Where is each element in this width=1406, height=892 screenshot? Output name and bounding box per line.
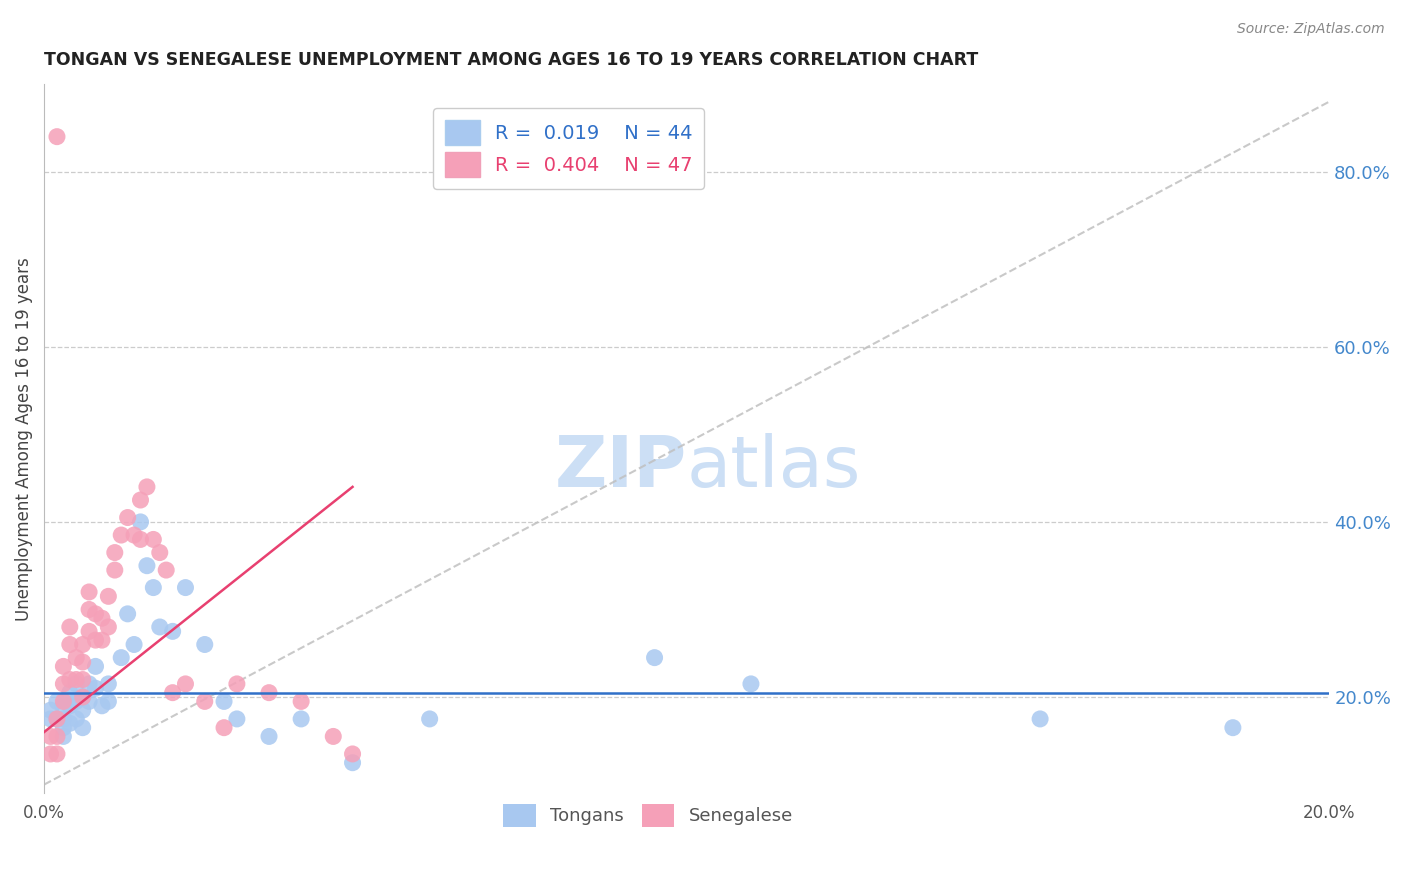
Point: [84, 607, 107, 621]
Point: [194, 694, 217, 708]
Point: [65, 712, 87, 726]
Point: [122, 528, 145, 542]
Point: [59, 620, 82, 634]
Point: [59, 716, 82, 731]
Point: [77, 602, 100, 616]
Y-axis label: Unemployment Among Ages 16 to 19 years: Unemployment Among Ages 16 to 19 years: [15, 257, 32, 621]
Point: [149, 545, 172, 559]
Point: [65, 650, 87, 665]
Text: Source: ZipAtlas.com: Source: ZipAtlas.com: [1237, 22, 1385, 37]
Legend: Tongans, Senegalese: Tongans, Senegalese: [496, 797, 800, 834]
Point: [46, 747, 69, 761]
Point: [84, 681, 107, 696]
Point: [77, 624, 100, 639]
Point: [65, 677, 87, 691]
Point: [174, 581, 197, 595]
Point: [72, 703, 94, 717]
Point: [104, 563, 127, 577]
Point: [91, 611, 114, 625]
Point: [77, 585, 100, 599]
Point: [342, 756, 364, 770]
Point: [212, 694, 235, 708]
Point: [72, 721, 94, 735]
Point: [52, 712, 75, 726]
Point: [59, 638, 82, 652]
Point: [65, 694, 87, 708]
Point: [225, 677, 247, 691]
Point: [135, 558, 157, 573]
Point: [39, 747, 62, 761]
Point: [46, 712, 69, 726]
Text: TONGAN VS SENEGALESE UNEMPLOYMENT AMONG AGES 16 TO 19 YEARS CORRELATION CHART: TONGAN VS SENEGALESE UNEMPLOYMENT AMONG …: [44, 51, 979, 69]
Point: [52, 698, 75, 713]
Point: [52, 677, 75, 691]
Point: [122, 638, 145, 652]
Point: [290, 694, 312, 708]
Point: [97, 694, 120, 708]
Point: [46, 730, 69, 744]
Point: [104, 545, 127, 559]
Point: [257, 686, 280, 700]
Point: [39, 712, 62, 726]
Point: [72, 638, 94, 652]
Point: [194, 638, 217, 652]
Point: [91, 698, 114, 713]
Point: [65, 673, 87, 687]
Point: [72, 690, 94, 704]
Point: [110, 528, 132, 542]
Point: [97, 590, 120, 604]
Point: [225, 712, 247, 726]
Point: [149, 620, 172, 634]
Point: [117, 607, 139, 621]
Point: [72, 655, 94, 669]
Text: ZIP: ZIP: [554, 433, 686, 501]
Point: [174, 677, 197, 691]
Point: [257, 730, 280, 744]
Point: [142, 581, 165, 595]
Point: [59, 698, 82, 713]
Point: [97, 677, 120, 691]
Point: [1029, 712, 1052, 726]
Point: [110, 650, 132, 665]
Point: [72, 673, 94, 687]
Point: [290, 712, 312, 726]
Point: [59, 673, 82, 687]
Point: [46, 129, 69, 144]
Point: [419, 712, 441, 726]
Point: [129, 493, 152, 508]
Point: [84, 659, 107, 673]
Point: [46, 694, 69, 708]
Point: [129, 515, 152, 529]
Point: [97, 620, 120, 634]
Point: [212, 721, 235, 735]
Point: [162, 624, 184, 639]
Point: [52, 694, 75, 708]
Point: [39, 703, 62, 717]
Point: [91, 633, 114, 648]
Point: [322, 730, 344, 744]
Point: [1222, 721, 1244, 735]
Point: [77, 694, 100, 708]
Point: [740, 677, 762, 691]
Point: [142, 533, 165, 547]
Point: [84, 633, 107, 648]
Point: [117, 510, 139, 524]
Point: [52, 659, 75, 673]
Point: [59, 686, 82, 700]
Point: [52, 721, 75, 735]
Point: [72, 690, 94, 704]
Point: [342, 747, 364, 761]
Point: [52, 730, 75, 744]
Point: [162, 686, 184, 700]
Point: [46, 712, 69, 726]
Point: [129, 533, 152, 547]
Point: [135, 480, 157, 494]
Point: [39, 730, 62, 744]
Point: [644, 650, 666, 665]
Point: [155, 563, 177, 577]
Point: [77, 677, 100, 691]
Text: atlas: atlas: [686, 433, 860, 501]
